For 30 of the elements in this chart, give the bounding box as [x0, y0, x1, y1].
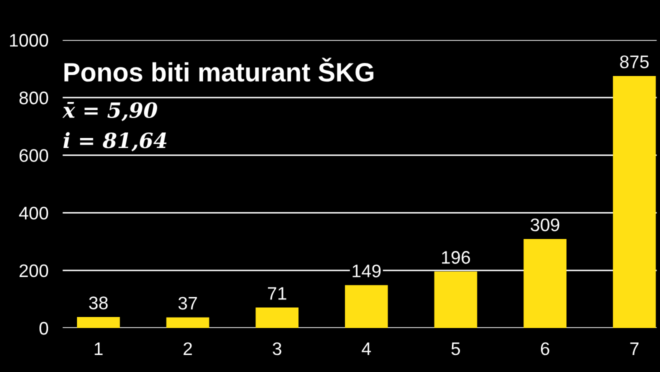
x-tick-label: 4	[362, 342, 371, 355]
bar	[166, 317, 210, 328]
data-label: 875	[620, 55, 649, 68]
x-tick-label: 1	[94, 342, 103, 355]
x-tick-label: 5	[451, 342, 460, 356]
data-label: 37	[178, 296, 197, 310]
y-tick-label: 1000	[10, 34, 48, 47]
annotation: x̄ = 5,90	[62, 102, 158, 122]
y-tick-label: 600	[20, 149, 48, 162]
y-tick-label: 200	[20, 264, 48, 278]
x-tick-label: 3	[272, 342, 282, 356]
bar	[612, 76, 656, 328]
annotation: i = 81,64	[63, 132, 166, 152]
bar	[256, 308, 299, 328]
bar	[76, 317, 120, 328]
data-label: 38	[89, 296, 108, 310]
data-label: 71	[268, 287, 286, 300]
x-tick-label: 2	[184, 342, 192, 355]
y-tick-label: 800	[19, 92, 48, 104]
text: Ponos biti maturant ŠKG	[64, 58, 374, 82]
x-tick-label: 7	[630, 342, 638, 355]
bar	[524, 239, 566, 328]
data-label: 309	[530, 218, 560, 232]
data-label: 196	[442, 251, 470, 264]
y-tick-label: 400	[19, 206, 48, 220]
x-tick-label: 6	[540, 342, 550, 356]
bar	[434, 272, 478, 328]
y-tick-label: 0	[39, 322, 48, 335]
data-label: 149	[352, 264, 381, 278]
bar	[344, 285, 388, 328]
